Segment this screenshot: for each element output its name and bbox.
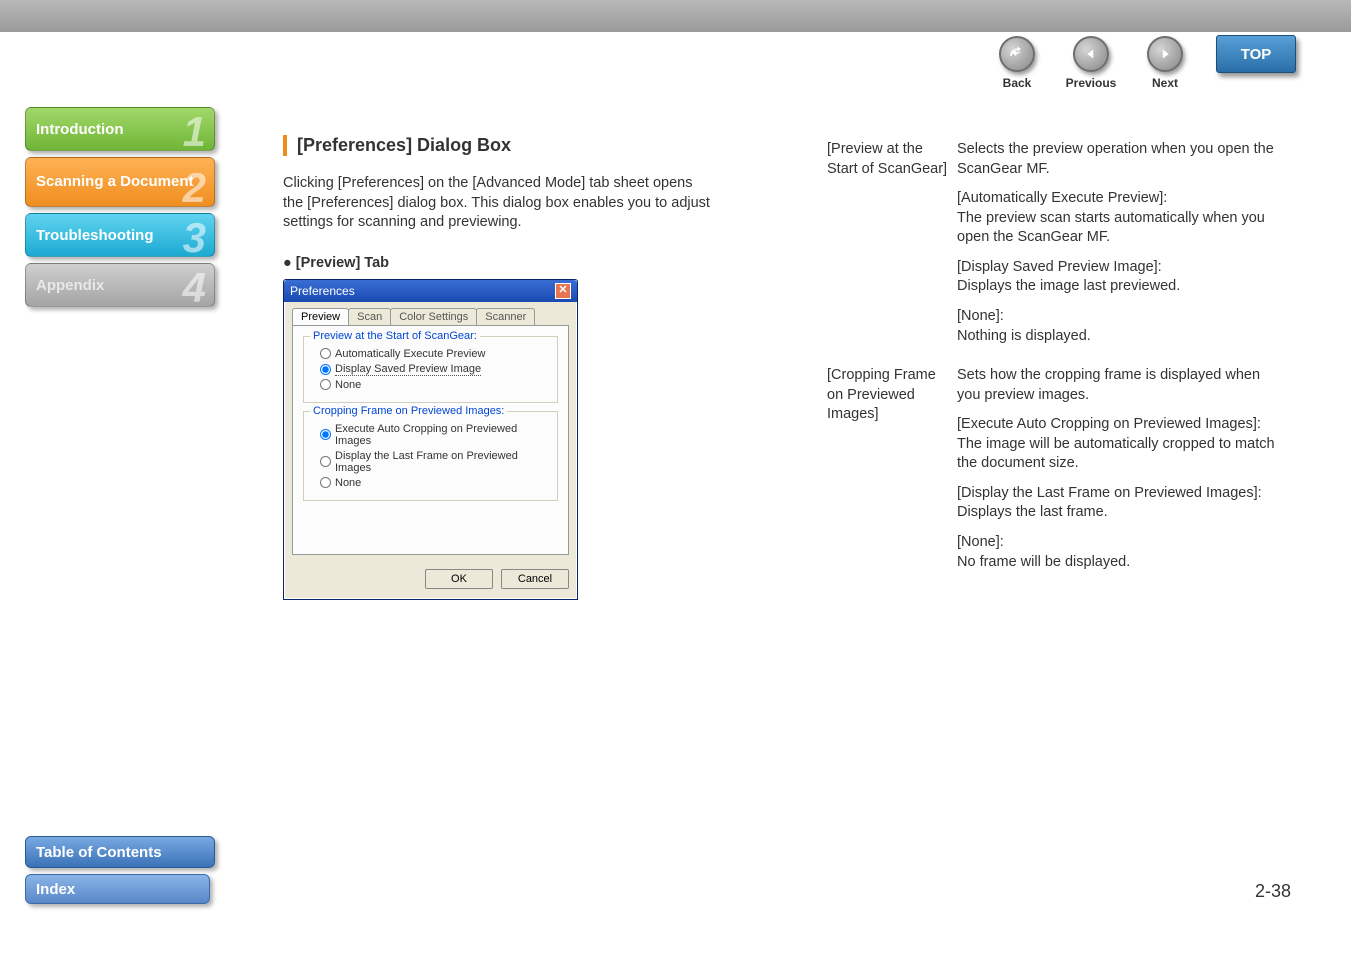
previous-icon	[1073, 36, 1109, 72]
group-preview-start: Preview at the Start of ScanGear: Automa…	[303, 336, 558, 403]
sidebar-trouble[interactable]: Troubleshooting 3	[25, 213, 215, 257]
radio-none2[interactable]: None	[320, 477, 549, 489]
sidebar: Introduction 1 Scanning a Document 2 Tro…	[25, 107, 215, 313]
sidebar-scan-label: Scanning a Document	[36, 174, 194, 191]
top-button[interactable]: TOP	[1216, 35, 1296, 73]
next-label: Next	[1152, 76, 1178, 90]
dialog-tabs: Preview Scan Color Settings Scanner	[284, 302, 577, 325]
cancel-button[interactable]: Cancel	[501, 569, 569, 589]
radio-last-frame[interactable]: Display the Last Frame on Previewed Imag…	[320, 450, 549, 474]
top-nav: Back Previous Next	[981, 36, 1201, 90]
sidebar-bottom: Table of Contents Index	[25, 836, 215, 904]
term-preview-start: [Preview at theStart of ScanGear]	[827, 140, 957, 356]
topbar	[0, 0, 1351, 32]
sidebar-appendix-num: 4	[183, 267, 206, 309]
previous-button[interactable]: Previous	[1055, 36, 1127, 90]
def-preview-start: [Preview at theStart of ScanGear] Select…	[827, 140, 1277, 356]
tab-color[interactable]: Color Settings	[390, 308, 477, 325]
ok-button[interactable]: OK	[425, 569, 493, 589]
sidebar-appendix[interactable]: Appendix 4	[25, 263, 215, 307]
intro-paragraph: Clicking [Preferences] on the [Advanced …	[283, 174, 713, 233]
back-icon	[999, 36, 1035, 72]
body-cropping: Sets how the cropping frame is displayed…	[957, 366, 1277, 582]
sidebar-intro[interactable]: Introduction 1	[25, 107, 215, 151]
sidebar-scan-num: 2	[183, 167, 206, 209]
radio-none1[interactable]: None	[320, 379, 549, 391]
page: Back Previous Next TOP Introduction 1 Sc…	[0, 0, 1351, 954]
radio-display-saved[interactable]: Display Saved Preview Image	[320, 363, 549, 376]
sidebar-intro-num: 1	[183, 111, 206, 153]
sidebar-appendix-label: Appendix	[36, 277, 104, 294]
group1-legend: Preview at the Start of ScanGear:	[310, 330, 480, 342]
next-icon	[1147, 36, 1183, 72]
tab-scan[interactable]: Scan	[348, 308, 391, 325]
group-cropping: Cropping Frame on Previewed Images: Exec…	[303, 411, 558, 501]
term-cropping: [Cropping Frameon PreviewedImages]	[827, 366, 957, 582]
dialog-body: Preview at the Start of ScanGear: Automa…	[292, 325, 569, 555]
tab-scanner[interactable]: Scanner	[476, 308, 535, 325]
group2-legend: Cropping Frame on Previewed Images:	[310, 405, 507, 417]
body-preview-start: Selects the preview operation when you o…	[957, 140, 1277, 356]
preferences-dialog: Preferences ✕ Preview Scan Color Setting…	[283, 279, 578, 600]
dialog-title: Preferences	[290, 284, 355, 298]
sidebar-intro-label: Introduction	[36, 121, 123, 138]
sidebar-scan[interactable]: Scanning a Document 2	[25, 157, 215, 207]
tab-preview[interactable]: Preview	[292, 308, 349, 325]
definitions: [Preview at theStart of ScanGear] Select…	[827, 140, 1277, 592]
page-number: 2-38	[1255, 881, 1291, 902]
radio-auto-preview[interactable]: Automatically Execute Preview	[320, 348, 549, 360]
previous-label: Previous	[1066, 76, 1117, 90]
dialog-titlebar: Preferences ✕	[284, 280, 577, 302]
radio-auto-crop[interactable]: Execute Auto Cropping on Previewed Image…	[320, 423, 549, 447]
back-label: Back	[1003, 76, 1032, 90]
toc-button[interactable]: Table of Contents	[25, 836, 215, 868]
index-button[interactable]: Index	[25, 874, 210, 904]
sidebar-trouble-label: Troubleshooting	[36, 227, 154, 244]
next-button[interactable]: Next	[1129, 36, 1201, 90]
def-cropping: [Cropping Frameon PreviewedImages] Sets …	[827, 366, 1277, 582]
back-button[interactable]: Back	[981, 36, 1053, 90]
dialog-buttons: OK Cancel	[284, 563, 577, 599]
sidebar-trouble-num: 3	[183, 217, 206, 259]
close-icon[interactable]: ✕	[555, 283, 571, 299]
